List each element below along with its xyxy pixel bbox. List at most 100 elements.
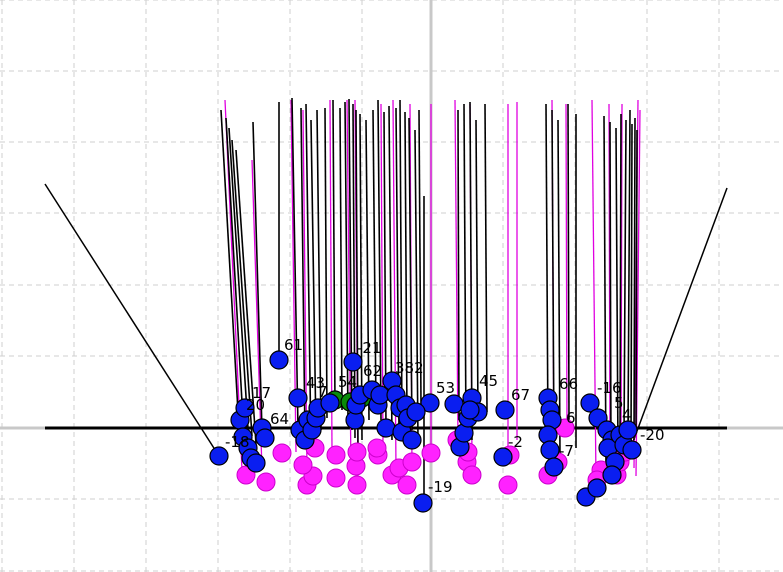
point-marker-blue bbox=[580, 393, 600, 413]
stick-line bbox=[404, 111, 408, 419]
label-minus-16: -16 bbox=[597, 379, 622, 397]
point-marker-blue bbox=[320, 393, 340, 413]
stick-line bbox=[567, 103, 570, 421]
point-marker-blue bbox=[602, 465, 622, 485]
point-marker-magenta bbox=[272, 443, 292, 463]
stick-line bbox=[377, 99, 382, 421]
label-17: 17 bbox=[252, 384, 271, 402]
point-marker-blue bbox=[618, 420, 638, 440]
stick-line bbox=[608, 103, 611, 461]
stick-line bbox=[615, 127, 619, 453]
left-diagonal-line bbox=[44, 183, 220, 457]
label-20: 20 bbox=[246, 396, 265, 414]
stick-line bbox=[454, 99, 459, 441]
stick-line bbox=[635, 129, 638, 433]
stick-line bbox=[252, 121, 263, 431]
label-minus-7: -7 bbox=[559, 442, 574, 460]
point-marker-magenta bbox=[293, 455, 313, 475]
stick-line bbox=[457, 109, 460, 421]
label-7: 7 bbox=[318, 383, 328, 401]
stick-line bbox=[484, 103, 488, 413]
point-marker-blue bbox=[587, 478, 607, 498]
stick-line bbox=[620, 103, 623, 456]
stick-line bbox=[228, 127, 249, 429]
point-marker-blue bbox=[495, 400, 515, 420]
stick-line bbox=[565, 103, 568, 431]
point-marker-magenta bbox=[367, 438, 387, 458]
stick-line bbox=[551, 109, 555, 447]
stick-line bbox=[235, 149, 257, 445]
point-marker-blue bbox=[413, 493, 433, 513]
point-marker-blue bbox=[622, 440, 642, 460]
point-marker-magenta bbox=[326, 445, 346, 465]
point-marker-blue bbox=[288, 388, 308, 408]
point-marker-magenta bbox=[347, 442, 367, 462]
stick-line bbox=[469, 101, 473, 441]
point-marker-blue bbox=[255, 428, 275, 448]
stick-line bbox=[324, 107, 328, 419]
label-45: 45 bbox=[479, 372, 498, 390]
stick-line bbox=[365, 119, 370, 421]
right-diagonal-line bbox=[629, 187, 728, 451]
point-marker-blue bbox=[493, 447, 513, 467]
label-minus-20: -20 bbox=[640, 426, 665, 444]
stick-line bbox=[305, 103, 312, 449]
stick-line bbox=[557, 119, 561, 457]
label-minus-21: -21 bbox=[357, 339, 382, 357]
stick-line bbox=[348, 98, 353, 431]
label-54: 54 bbox=[338, 373, 357, 391]
point-marker-blue bbox=[406, 402, 426, 422]
stick-line bbox=[619, 113, 622, 445]
point-marker-magenta bbox=[347, 475, 367, 495]
stick-line bbox=[225, 117, 244, 421]
label-minus-18: -18 bbox=[225, 433, 250, 451]
label-43: 43 bbox=[306, 374, 325, 392]
stick-line bbox=[463, 103, 467, 433]
stick-line bbox=[414, 129, 419, 441]
point-marker-magenta bbox=[397, 475, 417, 495]
point-marker-magenta bbox=[498, 475, 518, 495]
labels-group: 61 -21 62 382 17 20 64 -18 43 7 54 53 45… bbox=[225, 336, 665, 496]
label-382: 382 bbox=[395, 359, 424, 377]
stick-line bbox=[231, 139, 253, 437]
stick-line bbox=[291, 97, 299, 429]
stick-line bbox=[372, 109, 377, 411]
label-minus-2: -2 bbox=[508, 433, 523, 451]
label-66: 66 bbox=[559, 375, 578, 393]
diagonal-lines bbox=[44, 183, 728, 457]
stick-line bbox=[302, 109, 308, 471]
label-67: 67 bbox=[511, 386, 530, 404]
point-marker-blue bbox=[269, 350, 289, 370]
point-marker-magenta bbox=[402, 452, 422, 472]
point-marker-blue bbox=[343, 352, 363, 372]
stick-line bbox=[630, 123, 633, 447]
stick-line bbox=[251, 159, 263, 471]
stick-line bbox=[633, 117, 636, 441]
stick-line bbox=[623, 119, 627, 439]
point-marker-blue bbox=[376, 418, 396, 438]
stick-line bbox=[399, 99, 403, 426]
stick-line bbox=[545, 103, 549, 437]
points-group bbox=[209, 350, 642, 513]
point-marker-blue bbox=[544, 457, 564, 477]
label-minus-19: -19 bbox=[428, 478, 453, 496]
stick-line bbox=[300, 107, 306, 441]
label-4: 4 bbox=[622, 406, 632, 424]
label-64: 64 bbox=[270, 410, 289, 428]
label-62: 62 bbox=[363, 362, 382, 380]
stick-line bbox=[220, 109, 239, 413]
point-marker-magenta bbox=[256, 472, 276, 492]
label-61: 61 bbox=[284, 336, 303, 354]
point-marker-blue bbox=[209, 446, 229, 466]
point-marker-magenta bbox=[462, 465, 482, 485]
sticks-group bbox=[220, 97, 641, 500]
stick-line bbox=[310, 119, 317, 435]
stick-line bbox=[352, 103, 356, 439]
point-marker-blue bbox=[402, 430, 422, 450]
point-marker-blue bbox=[246, 453, 266, 473]
stick-line bbox=[418, 109, 422, 406]
label-5: 5 bbox=[614, 394, 624, 412]
point-marker-blue bbox=[460, 400, 480, 420]
